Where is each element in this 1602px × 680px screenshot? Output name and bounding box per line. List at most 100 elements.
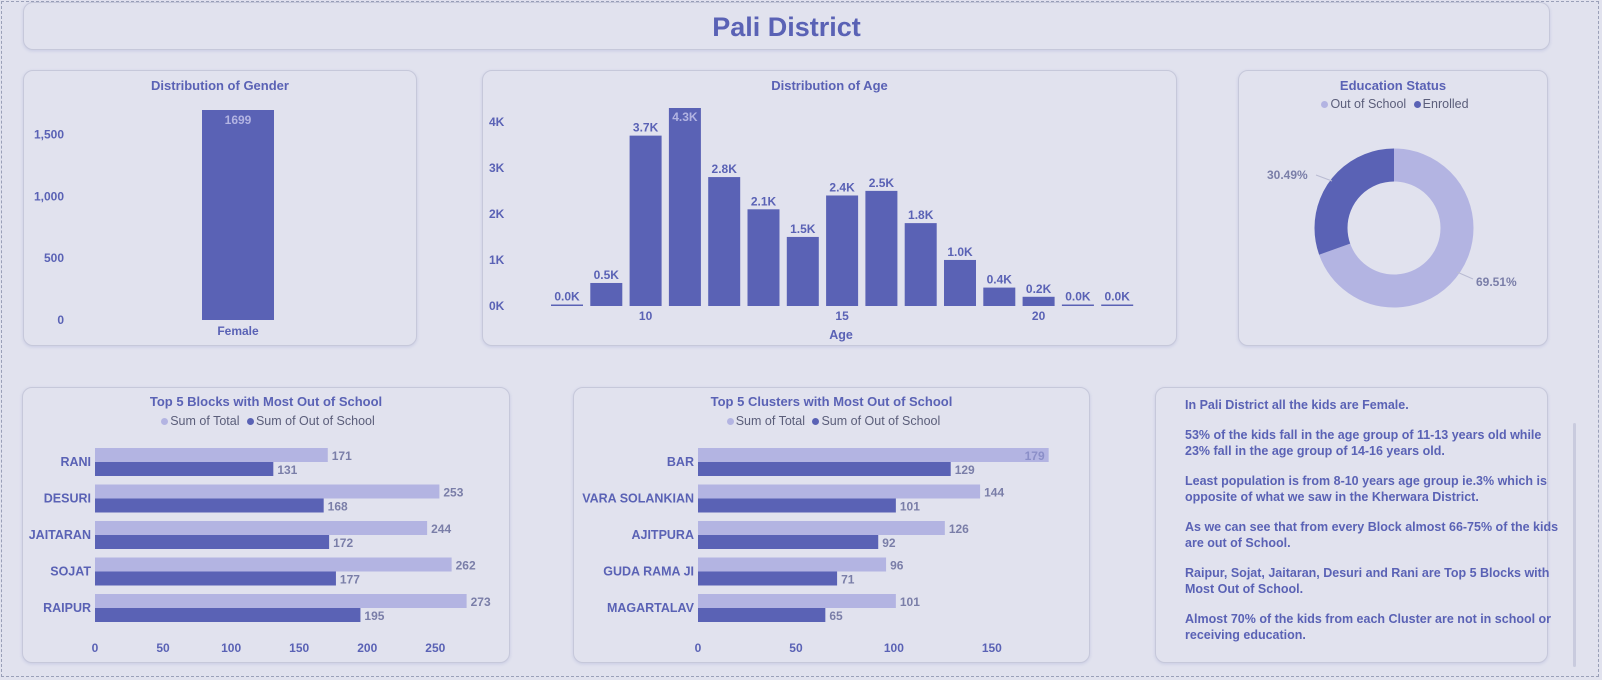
bar-total (698, 594, 896, 608)
clusters-chart-title: Top 5 Clusters with Most Out of School (710, 394, 953, 409)
data-label: 0.0K (1065, 290, 1091, 304)
data-label-total: 273 (471, 595, 491, 609)
category-label: RAIPUR (43, 601, 91, 615)
insight-1: In Pali District all the kids are Female… (1185, 398, 1409, 412)
data-label-total: 171 (332, 449, 352, 463)
bar (708, 177, 741, 306)
title-banner: Pali District (23, 2, 1550, 50)
legend-dot-out-of-school (246, 417, 254, 425)
category-label: VARA SOLANKIAN (582, 492, 694, 506)
education-card[interactable]: Education Status Out of School Enrolled … (1238, 70, 1548, 346)
leader-line-out-of-school (1456, 271, 1474, 280)
data-label: 0.2K (1026, 282, 1052, 296)
legend-dot-out-of-school (812, 417, 820, 425)
data-label-out-of-school: 131 (277, 463, 297, 477)
bar-out-of-school (95, 498, 324, 513)
category-label: GUDA RAMA JI (603, 565, 694, 579)
bar-out-of-school (698, 608, 826, 622)
x-tick-label: 20 (1032, 309, 1046, 323)
data-label: 0.5K (594, 268, 620, 282)
data-label-out-of-school: 195 (364, 609, 384, 623)
y-tick-label: 3K (489, 161, 505, 175)
data-label-out-of-school: 101 (900, 500, 920, 514)
slice-label-out-of-school: 69.51% (1476, 275, 1517, 289)
data-label-out-of-school: 168 (328, 500, 348, 514)
y-tick-label: 1,000 (34, 189, 64, 203)
legend-out-of-school: Sum of Out of School (821, 414, 941, 428)
y-tick-label: 0K (489, 299, 505, 313)
category-label: BAR (667, 455, 694, 469)
bar (747, 209, 780, 306)
age-chart-title: Distribution of Age (771, 78, 888, 93)
x-tick-label: 150 (289, 641, 309, 655)
data-label-out-of-school: 172 (333, 536, 353, 550)
bar-total (95, 448, 328, 462)
insight-6: Almost 70% of the kids from each Cluster… (1185, 612, 1552, 642)
page-title: Pali District (712, 12, 861, 42)
education-chart-title: Education Status (1339, 78, 1447, 93)
x-tick-label: 150 (982, 641, 1002, 655)
blocks-card[interactable]: Top 5 Blocks with Most Out of School Sum… (22, 387, 510, 663)
bar (1022, 296, 1055, 306)
x-tick-label: 15 (835, 309, 849, 323)
insight-5: Raipur, Sojat, Jaitaran, Desuri and Rani… (1185, 566, 1550, 596)
gender-card[interactable]: Distribution of Gender 0 500 1,000 1,500 169… (23, 70, 417, 346)
legend-out-of-school: Sum of Out of School (255, 414, 375, 428)
clusters-card[interactable]: Top 5 Clusters with Most Out of School S… (573, 387, 1090, 663)
insights-card[interactable] (1155, 387, 1548, 663)
data-label-out-of-school: 129 (955, 463, 975, 477)
blocks-legend: Sum of Total Sum of Out of School (23, 414, 509, 428)
data-label-total: 262 (456, 559, 476, 573)
x-tick-label: 200 (357, 641, 377, 655)
y-tick-label: 1K (489, 253, 505, 267)
bar (1061, 304, 1094, 306)
bar-out-of-school (698, 498, 896, 513)
age-card[interactable]: Distribution of Age 0K 1K 2K 3K 4K 0.0K 0.5K 3.… (482, 70, 1177, 346)
data-label: 1.5K (790, 222, 816, 236)
y-tick-label: 2K (489, 207, 505, 221)
education-legend: Out of School Enrolled (1239, 97, 1547, 111)
legend-enrolled: Enrolled (1422, 97, 1469, 111)
clusters-legend: Sum of Total Sum of Out of School (574, 414, 1089, 428)
legend-out-of-school: Out of School (1330, 97, 1407, 111)
insight-3: Least population is from 8-10 years age … (1185, 474, 1547, 504)
bar-out-of-school (95, 608, 361, 622)
bar (865, 190, 898, 306)
bar (786, 236, 819, 306)
category-label: DESURI (44, 492, 91, 506)
bar-total (698, 484, 981, 499)
bar (944, 259, 976, 306)
legend-total: Sum of Total (170, 414, 240, 428)
category-label: MAGARTALAV (607, 601, 695, 615)
x-tick-label: 50 (156, 641, 170, 655)
age-chart: 0K 1K 2K 3K 4K 0.0K 0.5K 3.7K 4.3K 2.8K 2.1K 1.5K 2.… (489, 108, 1134, 342)
blocks-chart-title: Top 5 Blocks with Most Out of School (149, 394, 383, 409)
bar-out-of-school (698, 462, 951, 476)
legend-dot-out-of-school (1321, 100, 1329, 108)
bar (983, 287, 1016, 306)
bar-total (95, 594, 467, 608)
data-label: 2.5K (869, 176, 895, 190)
data-label-total: 96 (890, 559, 904, 573)
insights-scrollbar[interactable] (1573, 423, 1576, 667)
insight-2: 53% of the kids fall in the age group of… (1185, 428, 1542, 458)
clusters-chart: BAR 179 129 VARA SOLANKIAN 144 101 AJITPURA 126… (582, 448, 1049, 655)
x-tick-label: 100 (884, 641, 904, 655)
legend-total: Sum of Total (735, 414, 805, 428)
data-label: 0.0K (554, 290, 580, 304)
bar (1101, 304, 1134, 306)
gender-chart-title: Distribution of Gender (151, 78, 289, 93)
x-tick-label: 10 (639, 309, 653, 323)
bar-total (95, 557, 452, 572)
data-label-total: 144 (984, 486, 1004, 500)
x-tick-label: 0 (695, 641, 702, 655)
bar-out-of-school (95, 571, 336, 586)
category-label: AJITPURA (631, 528, 694, 542)
gender-chart: 0 500 1,000 1,500 1699 Female (34, 110, 274, 338)
x-axis-title: Age (829, 328, 853, 342)
x-tick-label: 250 (425, 641, 445, 655)
slice-enrolled (1314, 148, 1474, 308)
legend-dot-total (726, 417, 734, 425)
data-label: 1.8K (908, 208, 934, 222)
bar-out-of-school (95, 535, 330, 549)
